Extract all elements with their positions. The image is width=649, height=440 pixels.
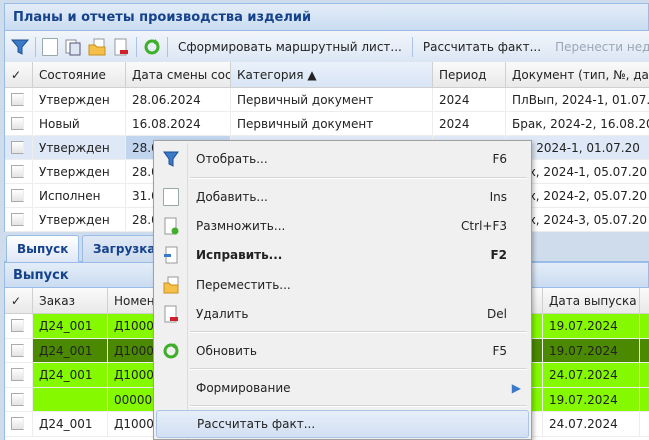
output-date-cell: 24.07.2024 (543, 412, 640, 436)
table-cell: 2024 (433, 88, 506, 111)
select-all-header[interactable]: ✓ (5, 288, 33, 313)
submenu-arrow-icon: ▶ (511, 381, 521, 395)
table-cell: 16.08.2024 (126, 112, 231, 135)
row-checkbox[interactable] (11, 368, 24, 381)
table-cell: Брак, 2024-2, 16.08.202 (506, 112, 649, 135)
table-cell: Утвержден (33, 88, 126, 111)
output-date-cell: 24.07.2024 (543, 363, 640, 387)
refresh-icon (163, 343, 179, 359)
row-checkbox-cell[interactable] (5, 412, 33, 436)
row-checkbox[interactable] (11, 417, 24, 430)
add-icon (163, 188, 179, 206)
row-checkbox[interactable] (11, 343, 24, 357)
row-checkbox[interactable] (11, 213, 24, 226)
order-cell (33, 387, 108, 411)
row-checkbox-cell[interactable] (5, 184, 33, 207)
table-cell: Цех, 2024-3, 05.07.20 (506, 208, 649, 231)
menu-item-filter[interactable]: Отобрать... F6 (156, 145, 529, 173)
column-header-nomenclature[interactable]: Номен (108, 288, 543, 313)
table-cell: 2024 (433, 112, 506, 135)
row-checkbox-cell[interactable] (5, 112, 33, 135)
menu-item-delete[interactable]: Удалить Del (156, 300, 529, 328)
table-cell: Пр, 2024-1, 01.07.20 (506, 136, 649, 159)
table-row[interactable]: Утвержден 28.06.2024 Первичный документ 202… (5, 88, 649, 112)
select-all-header[interactable]: ✓ (5, 62, 33, 87)
menu-item-move[interactable]: Переместить... (156, 271, 529, 299)
add-icon[interactable] (42, 37, 58, 56)
menu-item-calc-fact[interactable]: Рассчитать факт... (156, 410, 529, 438)
row-checkbox-cell[interactable] (5, 160, 33, 183)
column-header-output-date[interactable]: Дата выпуска (543, 288, 640, 313)
column-header-state-date[interactable]: Дата смены сост (126, 62, 231, 87)
plans-grid: ✓ Состояние Дата смены сост Категория ▲ … (4, 62, 649, 232)
column-header-document[interactable]: Документ (тип, №, дат (512, 68, 649, 82)
menu-item-edit[interactable]: Исправить... F2 (156, 241, 529, 269)
refresh-icon[interactable] (143, 38, 161, 56)
move-icon (163, 276, 179, 294)
duplicate-icon (164, 217, 179, 235)
table-cell: ПлВып, 2024-1, 01.07.2 (506, 88, 649, 111)
row-checkbox[interactable] (11, 165, 24, 178)
table-cell: Исполнен (33, 184, 126, 207)
table-cell: Утвержден (33, 136, 126, 159)
table-cell: Новый (33, 112, 126, 135)
output-date-cell: 19.07.2024 (543, 338, 640, 362)
table-cell: Первичный документ (231, 88, 433, 111)
column-header-period[interactable]: Период (433, 62, 506, 87)
row-checkbox-cell[interactable] (5, 314, 33, 338)
order-cell: Д24_001 (33, 412, 108, 436)
output-date-cell: 19.07.2024 (543, 387, 640, 411)
duplicate-icon[interactable] (64, 38, 82, 56)
transfer-button: Перенести нед (555, 39, 649, 54)
order-cell: Д24_001 (33, 338, 108, 362)
menu-item-refresh[interactable]: Обновить F5 (156, 337, 529, 365)
table-cell: 28.06.2024 (126, 88, 231, 111)
menu-item-forming[interactable]: Формирование ▶ (196, 381, 521, 395)
row-checkbox-cell[interactable] (5, 387, 33, 411)
row-checkbox[interactable] (11, 117, 24, 130)
table-cell: Утвержден (33, 208, 126, 231)
delete-icon[interactable] (112, 38, 130, 56)
order-cell: Д24_001 (33, 314, 108, 338)
output-date-cell: 19.07.2024 (543, 314, 640, 338)
form-route-sheet-button[interactable]: Сформировать маршрутный лист... (178, 39, 402, 54)
column-header-order[interactable]: Заказ (33, 288, 108, 313)
row-checkbox-cell[interactable] (5, 338, 33, 362)
delete-icon (164, 305, 178, 323)
row-checkbox-cell[interactable] (5, 88, 33, 111)
tab-output[interactable]: Выпуск (6, 235, 80, 262)
row-checkbox-cell[interactable] (5, 136, 33, 159)
edit-icon (164, 246, 178, 264)
table-cell: Цех, 2024-1, 05.07.20 (506, 160, 649, 183)
row-checkbox-cell[interactable] (5, 363, 33, 387)
calc-fact-button[interactable]: Рассчитать факт... (422, 39, 542, 54)
filter-icon (163, 151, 179, 167)
column-header-category[interactable]: Категория ▲ (231, 62, 433, 87)
row-checkbox[interactable] (11, 392, 24, 406)
tab-load[interactable]: Загрузка (82, 235, 167, 262)
move-icon[interactable] (88, 38, 106, 56)
menu-item-duplicate[interactable]: Размножить... Ctrl+F3 (156, 212, 529, 240)
row-checkbox[interactable] (11, 141, 24, 154)
context-menu: Отобрать... F6 Добавить... Ins Размножить.… (153, 140, 532, 440)
row-checkbox[interactable] (11, 93, 24, 106)
row-checkbox[interactable] (11, 189, 24, 202)
row-checkbox[interactable] (11, 319, 24, 332)
table-row[interactable]: Новый 16.08.2024 Первичный документ 2024 Бра… (5, 112, 649, 136)
toolbar: Сформировать маршрутный лист... Рассчита… (4, 31, 649, 62)
table-cell: Утвержден (33, 160, 126, 183)
panel-title: Планы и отчеты производства изделий (4, 3, 649, 31)
table-cell: Первичный документ (231, 112, 433, 135)
row-checkbox-cell[interactable] (5, 208, 33, 231)
column-header-state[interactable]: Состояние (33, 62, 126, 87)
table-cell: Цех, 2024-2, 05.07.20 (506, 184, 649, 207)
order-cell: Д24_001 (33, 363, 108, 387)
menu-item-add[interactable]: Добавить... Ins (156, 183, 529, 211)
filter-icon[interactable] (11, 38, 29, 56)
